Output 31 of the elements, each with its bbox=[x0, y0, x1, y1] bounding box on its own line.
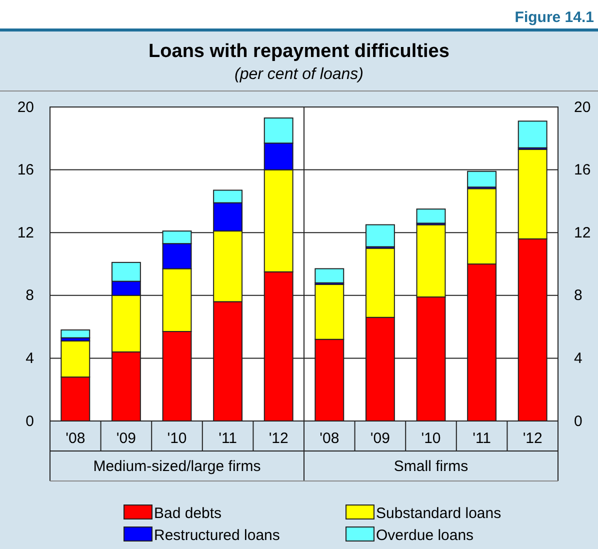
y-tick-label: 16 bbox=[17, 162, 34, 179]
x-tick-label: '11 bbox=[218, 430, 238, 447]
x-tick-label: '12 bbox=[268, 430, 288, 447]
text: Small firms bbox=[394, 458, 468, 475]
y-tick-label: 8 bbox=[26, 287, 34, 304]
x-tick-label: '09 bbox=[116, 430, 136, 447]
legend-label: Bad debts bbox=[154, 505, 222, 522]
x-tick-label: '10 bbox=[167, 430, 187, 447]
legend-label: Restructured loans bbox=[154, 527, 280, 544]
x-tick-label: '09 bbox=[370, 430, 390, 447]
x-tick-label: '11 bbox=[472, 430, 492, 447]
x-tick-label: '10 bbox=[421, 430, 441, 447]
y-tick-label: 12 bbox=[17, 224, 34, 242]
chart-subtitle: (per cent of loans) bbox=[234, 66, 364, 83]
legend-label: Overdue loans bbox=[376, 527, 474, 544]
y2-tick-label: 16 bbox=[574, 162, 591, 179]
legend-label: Substandard loans bbox=[376, 505, 502, 522]
y-tick-label: 0 bbox=[26, 412, 34, 430]
chart-title: Loans with repayment difficulties bbox=[148, 41, 450, 62]
y2-tick-label: 4 bbox=[574, 350, 582, 367]
text: Medium-sized/large firms bbox=[93, 458, 261, 475]
caption: Figure 14.1 bbox=[514, 9, 594, 26]
y2-tick-label: 12 bbox=[574, 224, 591, 242]
x-tick-label: '12 bbox=[522, 430, 542, 447]
x-tick-label: '08 bbox=[66, 430, 86, 447]
y2-tick-label: 8 bbox=[574, 287, 582, 304]
y-tick-label: 20 bbox=[17, 98, 34, 116]
x-tick-label: '08 bbox=[320, 430, 340, 447]
y-tick-label: 4 bbox=[26, 350, 34, 367]
y2-tick-label: 0 bbox=[574, 412, 582, 430]
y2-tick-label: 20 bbox=[574, 98, 591, 116]
